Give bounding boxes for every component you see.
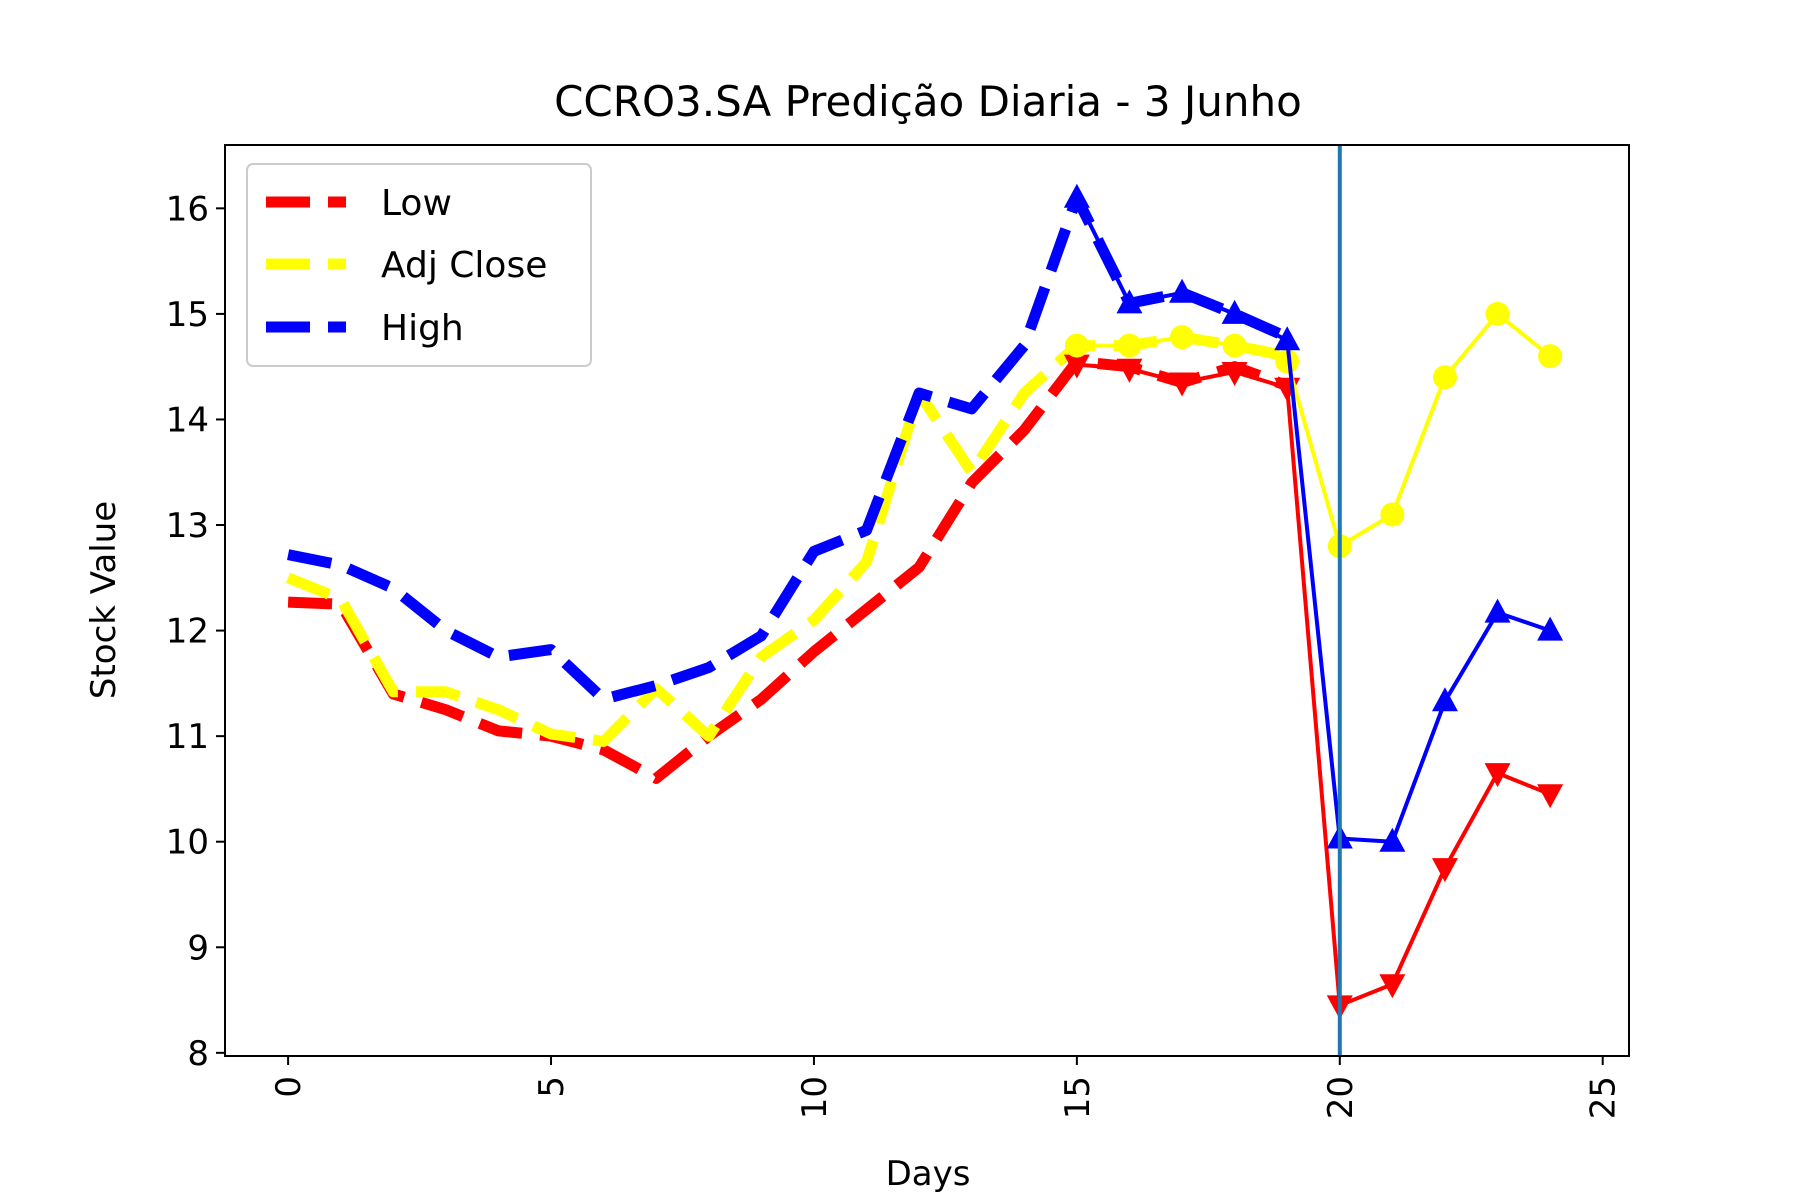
point-adj-close: [1170, 325, 1195, 350]
y-tick-label: 15: [166, 295, 209, 335]
x-tick-label: 25: [1584, 1076, 1624, 1119]
point-low: [1116, 358, 1143, 383]
y-tick-label: 9: [187, 928, 209, 968]
point-low: [1537, 784, 1564, 809]
y-tick-label: 13: [166, 506, 209, 546]
point-adj-close: [1064, 333, 1089, 358]
legend-label-low: Low: [381, 183, 452, 224]
point-low: [1063, 354, 1090, 379]
y-axis-label: Stock Value: [84, 501, 124, 699]
series-line-high-prediction: [1075, 196, 1551, 844]
point-high: [1431, 687, 1458, 712]
series-line-low-prediction: [1076, 362, 1551, 1008]
plot-frame: [224, 144, 1630, 1057]
point-adj-close: [1538, 344, 1563, 369]
chart-title: CCRO3.SA Predição Diaria - 3 Junho: [554, 77, 1302, 126]
y-axis-ticks: 8 9 10 11 12 13 14 15 16: [166, 189, 225, 1074]
y-tick-label: 14: [166, 400, 209, 440]
point-low: [1221, 361, 1248, 386]
point-high: [1169, 278, 1196, 303]
point-high: [1116, 289, 1143, 314]
legend-box: [246, 163, 592, 367]
point-low: [1379, 974, 1406, 999]
point-low: [1431, 858, 1458, 883]
x-tick-label: 15: [1058, 1076, 1098, 1119]
x-axis-ticks: 0 5 10 15 20 25: [269, 1056, 1624, 1119]
legend-label-high: High: [381, 308, 464, 349]
x-tick-label: 5: [532, 1076, 572, 1098]
x-axis-label: Days: [886, 1154, 971, 1194]
y-tick-label: 11: [166, 717, 209, 757]
point-adj-close: [1275, 349, 1300, 374]
point-adj-close: [1222, 333, 1247, 358]
point-adj-close: [1380, 502, 1405, 527]
point-adj-close: [1432, 365, 1457, 390]
point-high: [1537, 616, 1564, 641]
point-high: [1221, 299, 1248, 324]
x-tick-label: 10: [795, 1076, 835, 1119]
point-high: [1484, 598, 1511, 623]
y-tick-label: 10: [166, 823, 209, 863]
point-high: [1274, 326, 1301, 351]
legend: Low Adj Close High: [246, 163, 592, 367]
point-high: [1379, 827, 1406, 852]
series-line-adj-close-prediction: [1076, 311, 1552, 549]
point-adj-close: [1117, 333, 1142, 358]
y-tick-label: 12: [166, 612, 209, 652]
plot-area: [286, 183, 1564, 1020]
x-tick-label: 0: [269, 1076, 309, 1098]
legend-label-adj-close: Adj Close: [381, 245, 547, 286]
series-line-high-history: [287, 192, 1290, 705]
y-tick-label: 8: [187, 1034, 209, 1074]
point-low: [1484, 763, 1511, 788]
point-high: [1063, 183, 1090, 208]
point-adj-close: [1485, 301, 1510, 326]
x-tick-label: 20: [1321, 1076, 1361, 1119]
point-low: [1169, 372, 1196, 397]
y-tick-label: 16: [166, 189, 209, 229]
